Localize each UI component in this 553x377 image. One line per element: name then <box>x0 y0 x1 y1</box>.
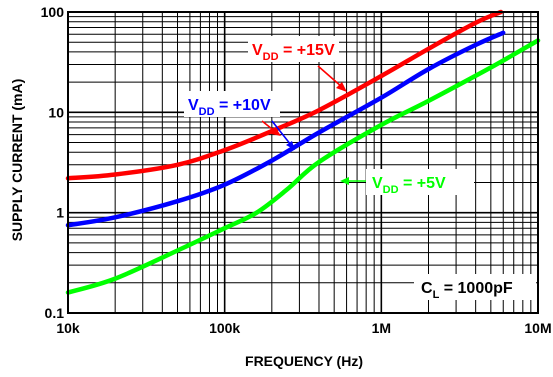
legend-label-vdd-5v: VDD = +5V <box>366 169 474 196</box>
plot-frame <box>67 11 539 314</box>
load-capacitance-annotation: CL = 1000pF <box>414 274 536 301</box>
arrowhead-vdd-15v <box>336 82 347 92</box>
arrow-vdd-15v <box>317 65 343 88</box>
x-tick-label: 100k <box>209 320 240 336</box>
y-tick-label: 1 <box>56 205 64 221</box>
arrow-vdd-10v-b <box>271 120 292 146</box>
series-line-+5V <box>65 38 541 295</box>
y-tick-label: 10 <box>48 104 64 120</box>
y-axis-label: SUPPLY CURRENT (mA) <box>9 79 25 242</box>
x-tick-label: 10k <box>56 320 80 336</box>
svg-text:CL = 1000pF: CL = 1000pF <box>421 280 513 301</box>
arrowhead-vdd-5v <box>340 177 349 185</box>
x-tick-label: 10M <box>524 320 551 336</box>
x-axis-label: FREQUENCY (Hz) <box>245 353 363 369</box>
series-line-+10V <box>65 30 506 228</box>
y-tick-label: 0.1 <box>45 305 65 321</box>
label-arrows <box>261 65 366 185</box>
x-tick-label: 1M <box>372 320 391 336</box>
svg-text:VDD = +15V: VDD = +15V <box>252 42 335 63</box>
y-tick-label: 100 <box>41 4 65 20</box>
arrowhead-vdd-10v-a <box>271 128 281 136</box>
legend-label-vdd-15v: VDD = +15V <box>248 36 339 63</box>
series-line-+15V <box>65 9 504 181</box>
svg-text:VDD = +5V: VDD = +5V <box>372 175 446 196</box>
legend-label-vdd-10v: VDD = +10V <box>184 91 280 118</box>
tick-labels: 10k 100k 1M 10M 0.1 1 10 100 <box>41 4 552 336</box>
arrowhead-vdd-10v-b <box>286 141 295 150</box>
series-curves <box>65 9 541 295</box>
svg-text:VDD = +10V: VDD = +10V <box>188 97 271 118</box>
